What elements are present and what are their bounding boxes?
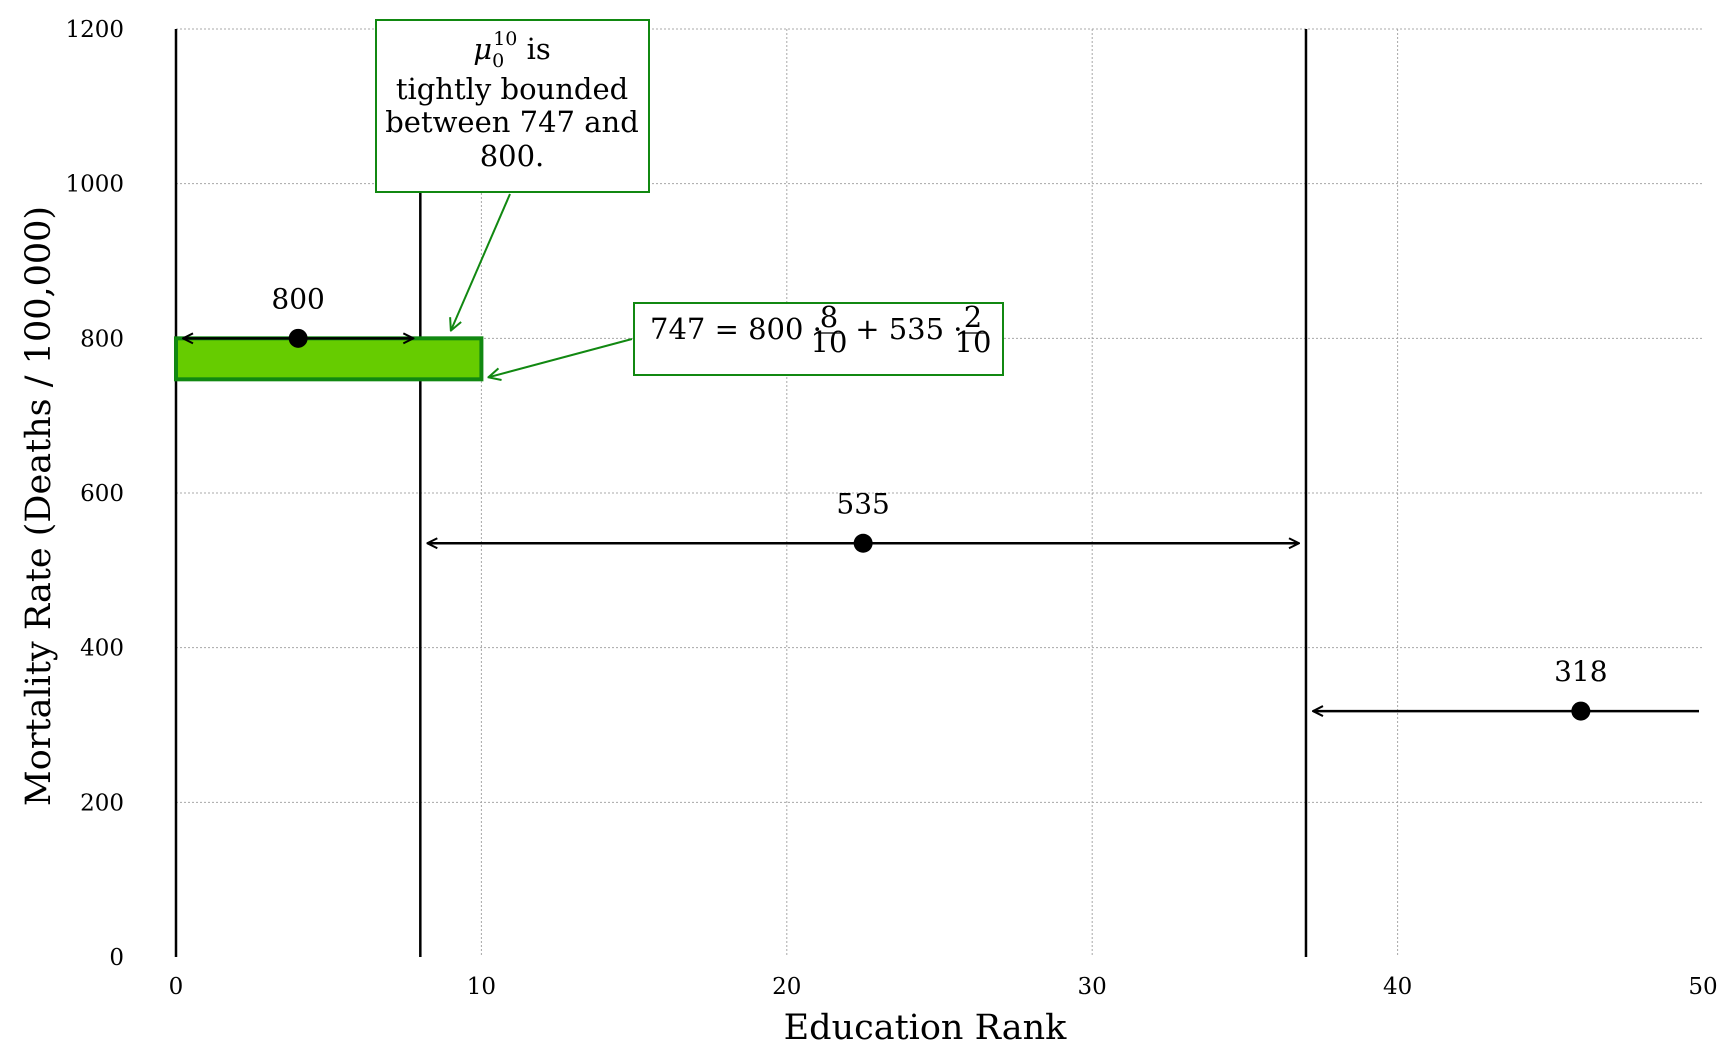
bound-annotation-line-4: 800. [480,139,545,173]
highlight-region [174,336,484,382]
formula-annotation-arrow [488,338,633,377]
x-tick-label: 50 [1688,974,1717,1000]
y-tick-label: 600 [80,481,124,507]
bound-annotation-is: is [517,32,550,66]
group-mean-label: 535 [836,487,889,520]
axes: Education Rank Mortality Rate (Deaths / … [19,17,1718,1048]
y-tick-label: 1000 [65,172,124,198]
formula-frac1-den: 10 [811,325,848,359]
mu-symbol: μ [473,32,492,66]
bound-annotation-box [375,19,650,193]
bounded-region-rect [174,336,484,382]
x-tick-label: 0 [169,974,184,1000]
formula-annotation-box [633,302,1004,376]
y-axis-title: Mortality Rate (Deaths / 100,000) [19,206,59,806]
formula-lhs: 747 = 800 · [650,312,831,346]
x-tick-label: 20 [772,974,801,1000]
bound-annotation-line-1: μ010 is [473,28,551,72]
y-tick-label: 400 [80,636,124,662]
x-tick-label: 10 [467,974,496,1000]
formula-frac2-den: 10 [955,325,992,359]
group-means: 800 535 318 [183,282,1699,721]
x-tick-label: 30 [1078,974,1107,1000]
bound-annotation-line-3: between 747 and [385,105,639,139]
x-tick-label: 40 [1383,974,1412,1000]
formula-annotation: 747 = 800 · 8 10 + 535 · 2 10 [488,300,1004,377]
group-mean-label: 318 [1554,655,1607,688]
y-tick-label: 0 [109,945,124,971]
bound-annotation: μ010 is tightly bounded between 747 and … [375,19,650,331]
y-tick-label: 200 [80,790,124,816]
grid-lines [176,28,1703,957]
mu-superscript: 10 [493,28,517,50]
bound-annotation-arrow [451,193,511,331]
group-mean-point [1571,701,1591,721]
mu-subscript: 0 [492,50,504,72]
bound-annotation-line-2: tightly bounded [396,72,628,106]
formula-frac1-num: 8 [820,300,838,334]
formula-mid: + 535 · [846,312,972,346]
x-axis-title: Education Rank [784,1008,1068,1048]
group-mean-point [853,533,873,553]
group-mean-point [288,328,308,348]
y-tick-label: 1200 [65,17,124,43]
formula-frac2-num: 2 [964,300,982,334]
group-mean-label: 800 [271,282,324,315]
y-tick-label: 800 [80,326,124,352]
